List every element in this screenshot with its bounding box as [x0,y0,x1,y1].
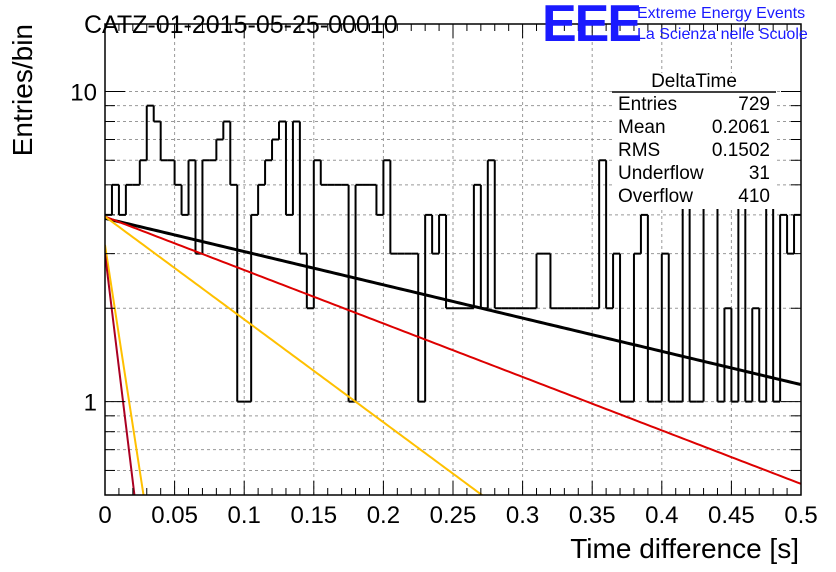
fit-curve-5 [105,253,136,495]
fit-curve-4 [105,244,145,495]
fit-curve-3 [105,215,484,495]
x-tick-label: 0.35 [569,502,616,529]
x-tick-label: 0.5 [784,502,817,529]
x-tick-label: 0.45 [708,502,755,529]
x-axis-title: Time difference [s] [570,533,799,564]
eee-logo: EEE [542,0,640,53]
x-tick-label: 0.15 [290,502,337,529]
y-axis-title: Entries/bin [7,24,38,156]
stats-box-background [612,73,776,209]
stats-value: 0.2061 [712,117,770,138]
histogram-layer [105,104,801,403]
stats-title: DeltaTime [651,71,737,92]
stats-value: 410 [738,186,770,207]
x-tick-label: 0.2 [367,502,400,529]
x-tick-label: 0.25 [430,502,477,529]
stats-label: RMS [618,140,660,161]
stats-label: Entries [618,94,677,115]
tick-label-layer: 0 0.05 0.1 0.15 0.2 0.25 0.3 0.35 0.4 0.45 0.5 1 10 [70,79,817,529]
stats-box: DeltaTime Entries 729 Mean 0.2061 RMS 0.1502 U… [612,71,776,209]
fit-curve-2 [105,215,801,485]
x-tick-label: 0 [98,502,111,529]
y-tick-label: 10 [70,79,97,106]
x-tick-label: 0.05 [151,502,198,529]
run-title: CATZ-01-2015-05-25-00010 [84,11,398,39]
logo-line-2: La Scienza nelle Scuole [637,26,808,43]
fit-curve-1 [105,216,801,387]
stats-value: 31 [749,163,770,184]
x-tick-label: 0.4 [645,502,678,529]
stats-value: 729 [738,94,770,115]
fit-curves-layer [105,215,801,495]
stats-label: Overflow [618,186,693,207]
stats-value: 0.1502 [712,140,770,161]
stats-label: Mean [618,117,666,138]
x-tick-label: 0.1 [228,502,261,529]
tick-layer [104,24,802,496]
logo-line-1: Extreme Energy Events [637,5,805,22]
x-tick-label: 0.3 [506,502,539,529]
stats-label: Underflow [618,163,704,184]
y-tick-label: 1 [84,390,97,417]
stats-rows: Entries 729 Mean 0.2061 RMS 0.1502 Underflow 31… [618,94,770,207]
